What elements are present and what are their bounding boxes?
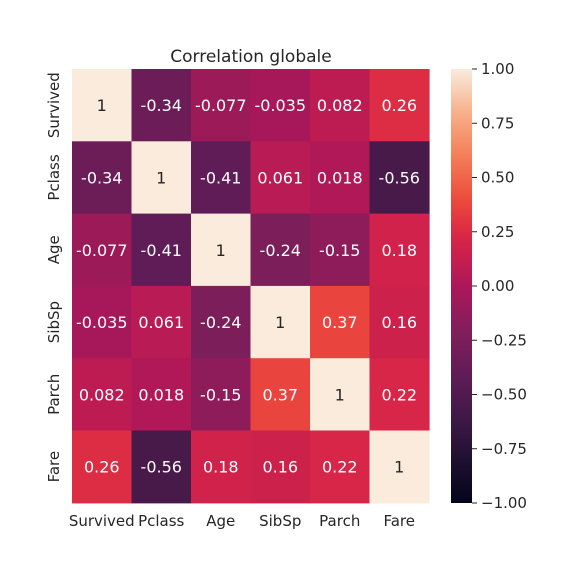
cell-value-label: 0.082 [79, 385, 125, 404]
colorbar-tick-label: −0.25 [481, 331, 527, 349]
cell-value-label: -0.035 [254, 96, 306, 115]
colorbar-tick-label: −0.75 [481, 440, 527, 458]
cell-value-label: 0.26 [84, 458, 120, 477]
cell-value-label: 1 [156, 168, 166, 187]
cell-value-label: 0.18 [203, 458, 239, 477]
colorbar-tick-label: 0.50 [481, 169, 514, 187]
y-tick-label: SibSp [45, 301, 63, 343]
cell-value-label: 0.018 [138, 385, 184, 404]
colorbar-tick-label: −1.00 [481, 494, 527, 512]
cell-value-label: 0.26 [381, 96, 417, 115]
colorbar-tick-label: 0.25 [481, 223, 514, 241]
x-tick-label: Fare [383, 512, 415, 530]
cell-value-label: 0.16 [262, 458, 298, 477]
colorbar-tick-label: −0.50 [481, 386, 527, 404]
cell-value-label: 1 [216, 241, 226, 260]
cell-value-label: -0.24 [260, 241, 301, 260]
x-tick-label: Parch [319, 512, 360, 530]
y-tick-label: Survived [45, 72, 63, 138]
cell-value-label: -0.56 [141, 458, 182, 477]
cell-value-label: -0.035 [76, 313, 128, 332]
cell-value-label: 0.22 [322, 458, 358, 477]
cell-value-label: 0.082 [317, 96, 363, 115]
cell-value-label: -0.24 [200, 313, 241, 332]
cell-value-label: 0.22 [381, 385, 417, 404]
colorbar-tick-label: 0.00 [481, 277, 514, 295]
cell-value-label: -0.077 [76, 241, 128, 260]
cell-value-label: -0.41 [141, 241, 182, 260]
y-tick-label: Fare [45, 451, 63, 483]
cell-value-label: -0.41 [200, 168, 241, 187]
y-tick-label: Age [45, 235, 63, 264]
cell-value-label: -0.15 [200, 385, 241, 404]
cell-value-label: 0.16 [381, 313, 417, 332]
cell-value-label: 1 [394, 458, 404, 477]
cell-value-label: -0.56 [379, 168, 420, 187]
cell-value-label: 0.37 [262, 385, 298, 404]
x-tick-label: Pclass [138, 512, 184, 530]
colorbar-tick-label: 0.75 [481, 114, 514, 132]
x-tick-label: SibSp [259, 512, 301, 530]
cell-value-label: -0.15 [319, 241, 360, 260]
cell-value-label: -0.077 [195, 96, 247, 115]
cell-value-label: -0.34 [81, 168, 122, 187]
cell-value-label: 1 [275, 313, 285, 332]
cell-value-label: 0.061 [138, 313, 184, 332]
y-tick-label: Pclass [45, 154, 63, 200]
y-tick-label: Parch [45, 374, 63, 415]
x-tick-label: Age [206, 512, 235, 530]
cell-value-label: 0.18 [381, 241, 417, 260]
cell-value-label: 0.37 [322, 313, 358, 332]
cell-value-label: -0.34 [141, 96, 182, 115]
colorbar-tick-label: 1.00 [481, 60, 514, 78]
x-tick-label: Survived [69, 512, 135, 530]
chart-title: Correlation globale [170, 47, 331, 67]
cell-value-label: 1 [97, 96, 107, 115]
cell-value-label: 0.018 [317, 168, 363, 187]
cell-value-label: 1 [335, 385, 345, 404]
colorbar [451, 69, 472, 503]
cell-value-label: 0.061 [257, 168, 303, 187]
